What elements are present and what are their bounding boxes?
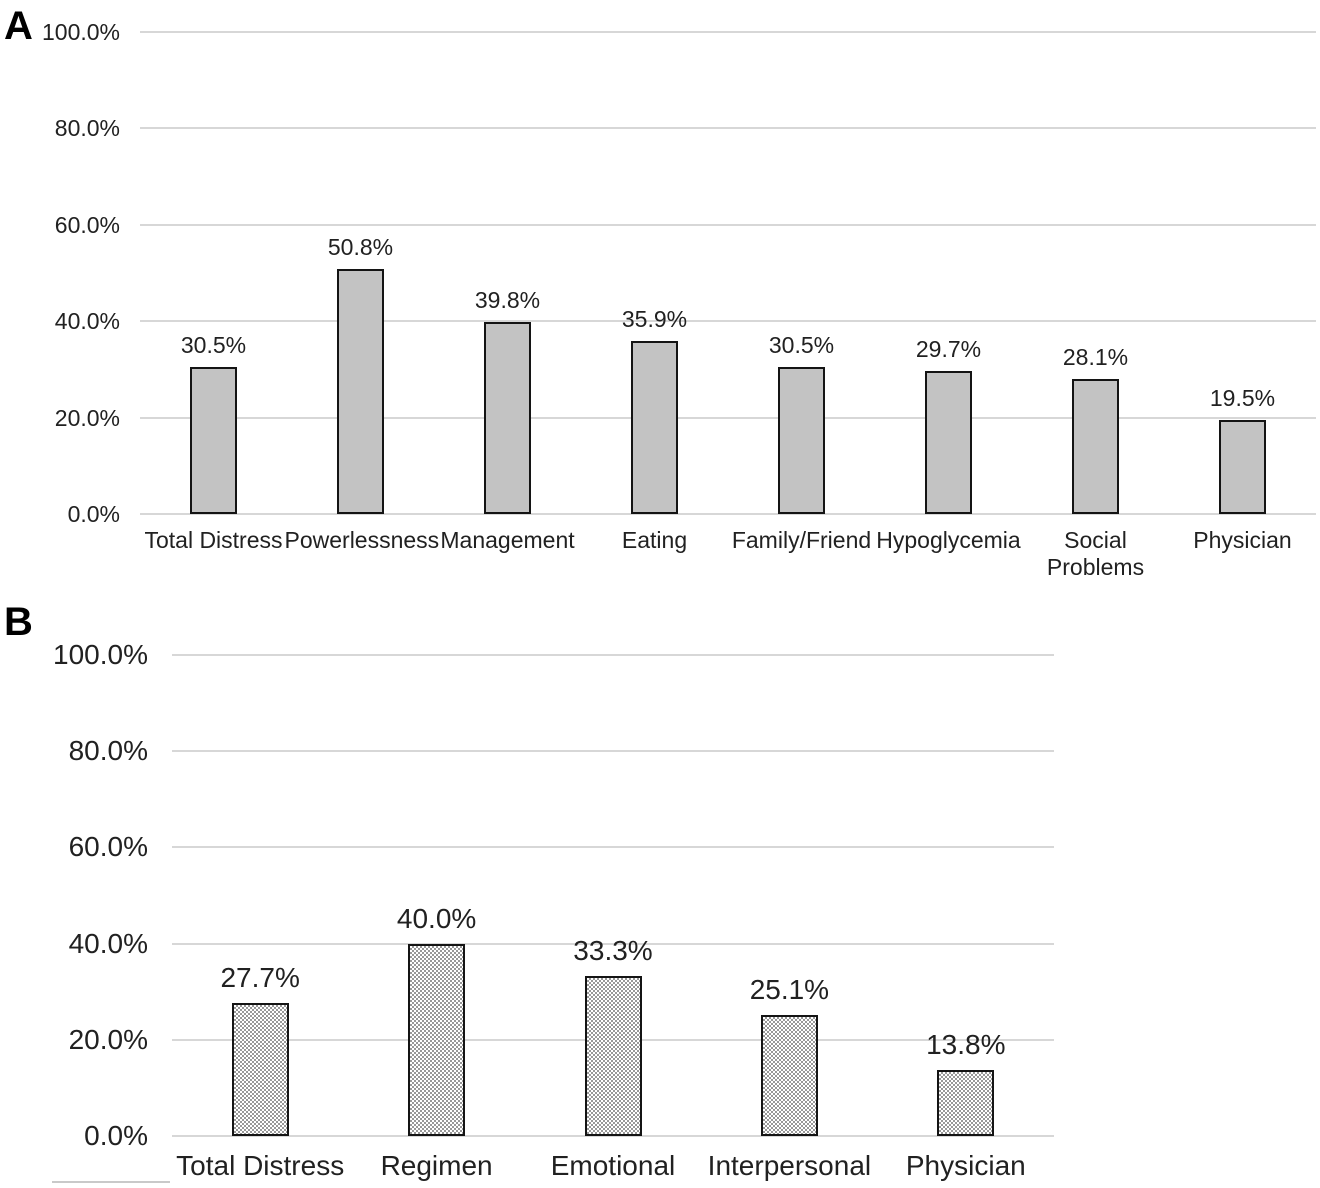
category-label: Total Distress xyxy=(144,527,283,553)
y-axis-tick-label: 20.0% xyxy=(68,1023,148,1055)
y-axis-tick-label: 100.0% xyxy=(41,19,120,45)
bar xyxy=(584,975,642,1136)
bar xyxy=(337,269,384,514)
category-label: Total Distress xyxy=(176,1150,345,1181)
bar-value-label: 40.0% xyxy=(396,902,477,934)
y-axis-tick-label: 60.0% xyxy=(68,831,148,863)
gridline xyxy=(140,31,1316,33)
category-label: Emotional xyxy=(550,1150,676,1181)
category-label: Powerlessness xyxy=(284,527,440,553)
bar-value-label: 29.7% xyxy=(915,335,982,362)
y-axis-tick-label: 80.0% xyxy=(68,735,148,767)
y-axis-tick-label: 20.0% xyxy=(54,404,120,431)
bar-value-label: 28.1% xyxy=(1062,343,1129,370)
bar xyxy=(631,340,678,514)
bar-value-label: 30.5% xyxy=(768,331,835,358)
bar-value-label: 25.1% xyxy=(749,974,830,1006)
y-axis-tick-label: 60.0% xyxy=(54,211,120,238)
stray-gridline-artifact xyxy=(52,1181,170,1183)
bar-value-label: 35.9% xyxy=(621,305,688,332)
bar-value-label: 19.5% xyxy=(1209,385,1276,411)
category-label: Family/Friend xyxy=(731,527,872,553)
gridline xyxy=(140,513,1316,515)
category-label: Interpersonal xyxy=(707,1150,872,1181)
category-label: Management xyxy=(440,527,575,553)
category-label: Social Problems xyxy=(1046,527,1145,581)
y-axis-tick-label: 40.0% xyxy=(54,308,120,335)
gridline xyxy=(172,654,1054,656)
category-label: Physician xyxy=(905,1150,1026,1181)
gridline xyxy=(172,1135,1054,1137)
category-label: Eating xyxy=(621,527,688,553)
bar xyxy=(190,366,237,514)
category-label: Hypoglycemia xyxy=(876,527,1021,553)
bar xyxy=(1219,420,1266,514)
panel-b-letter: B xyxy=(4,600,33,644)
bar xyxy=(231,1002,289,1136)
bar-value-label: 33.3% xyxy=(573,934,653,966)
gridline xyxy=(140,416,1316,419)
y-axis-tick-label: 80.0% xyxy=(54,115,120,142)
bar-value-label: 13.8% xyxy=(926,1028,1006,1060)
bar-value-label: 30.5% xyxy=(180,331,247,358)
bar-value-label: 27.7% xyxy=(220,961,300,993)
panel-a-letter: A xyxy=(4,4,33,48)
category-label: Regimen xyxy=(380,1150,493,1181)
gridline xyxy=(172,846,1054,849)
category-label: Physician xyxy=(1193,527,1292,553)
gridline xyxy=(140,223,1316,226)
bar xyxy=(937,1069,995,1136)
y-axis-tick-label: 40.0% xyxy=(68,927,148,959)
y-axis-tick-label: 100.0% xyxy=(53,639,148,670)
gridline xyxy=(140,320,1316,323)
bar xyxy=(408,943,466,1136)
gridline xyxy=(172,942,1054,945)
gridline xyxy=(140,127,1316,130)
y-axis-tick-label: 0.0% xyxy=(67,501,120,527)
bar-value-label: 39.8% xyxy=(474,287,541,314)
bar xyxy=(778,366,825,514)
bar xyxy=(484,322,531,514)
bar xyxy=(760,1015,818,1136)
y-axis-tick-label: 0.0% xyxy=(84,1120,148,1151)
bar xyxy=(1072,378,1119,514)
bar xyxy=(925,370,972,514)
bar-value-label: 50.8% xyxy=(327,234,394,261)
gridline xyxy=(172,750,1054,753)
